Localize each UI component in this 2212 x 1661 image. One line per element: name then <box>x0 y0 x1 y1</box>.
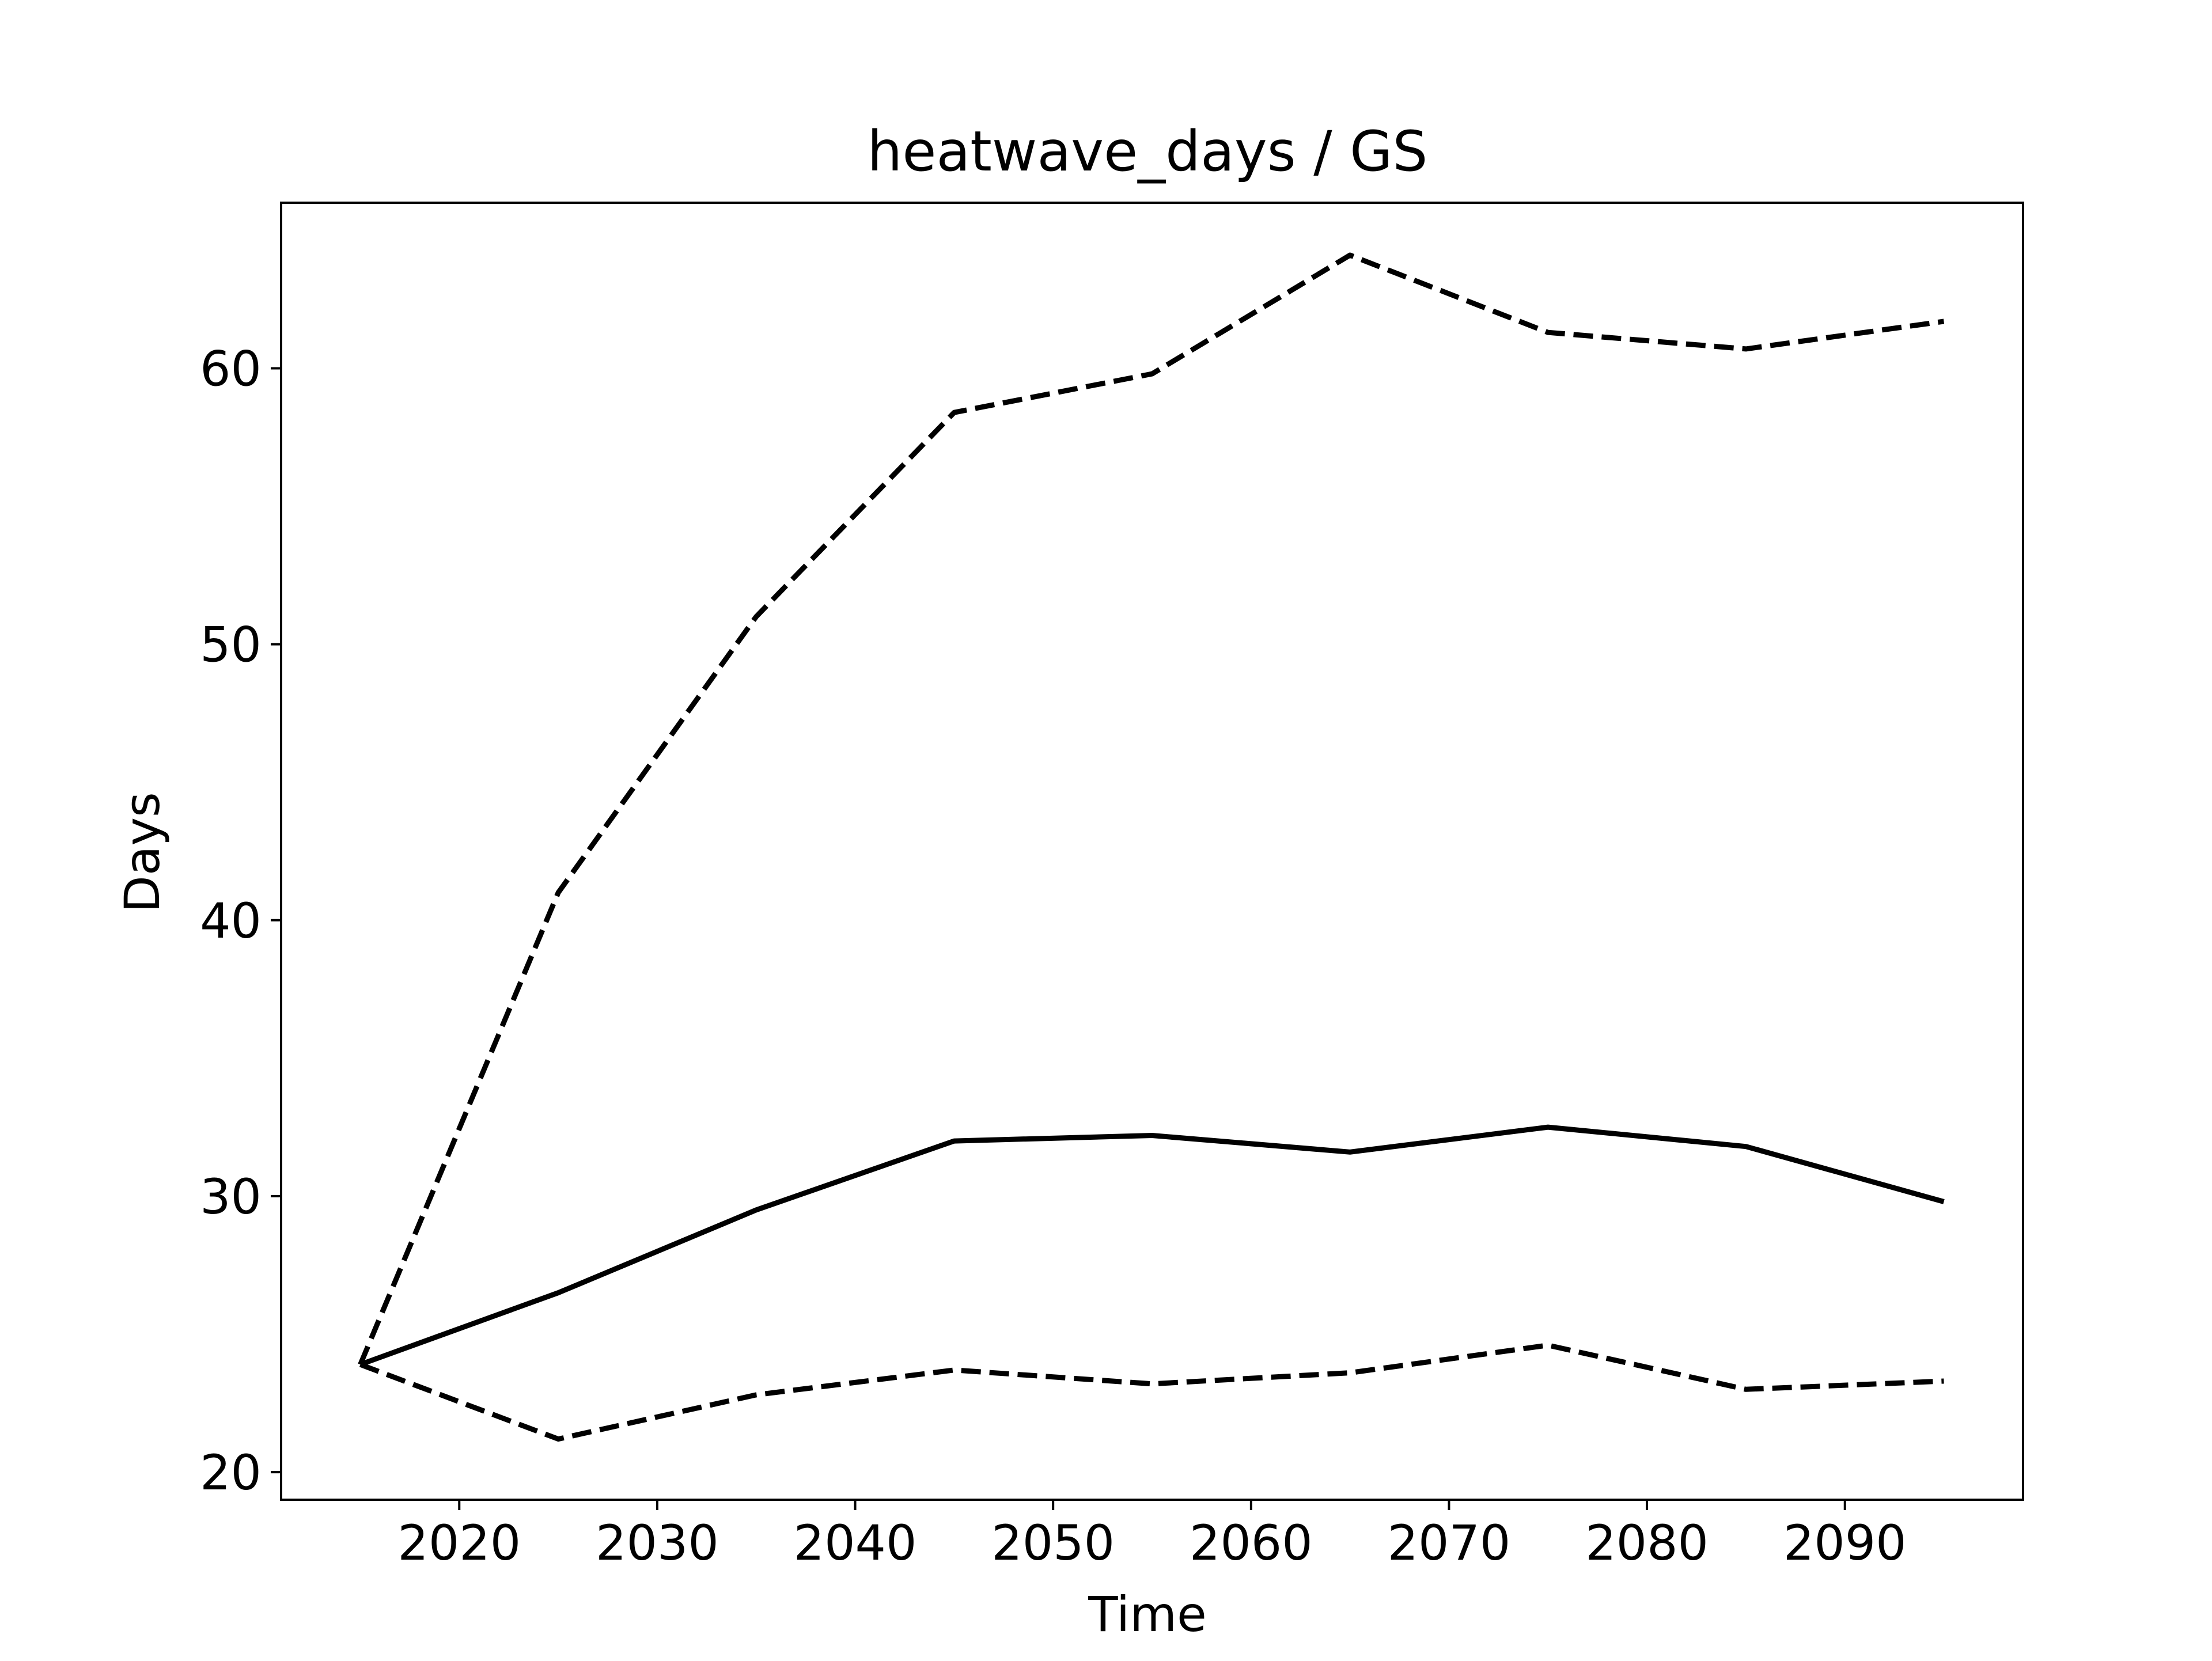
x-tick-label: 2020 <box>397 1515 521 1571</box>
x-tick-label: 2080 <box>1585 1515 1709 1571</box>
plot-frame <box>280 202 2024 1501</box>
y-tick-label: 20 <box>200 1444 262 1501</box>
y-tick-label: 40 <box>200 893 262 949</box>
chart-title: heatwave_days / GS <box>868 119 1428 184</box>
y-tick-label: 60 <box>200 340 262 397</box>
y-axis-label: Days <box>114 792 171 913</box>
y-tick-label: 50 <box>200 617 262 673</box>
x-tick-label: 2030 <box>596 1515 719 1571</box>
x-tick-label: 2060 <box>1190 1515 1313 1571</box>
series-line-3 <box>359 1343 1944 1442</box>
x-tick-label: 2050 <box>991 1515 1115 1571</box>
y-tick-label: 30 <box>200 1169 262 1225</box>
plot-area: 2020 2030 2040 2050 2060 2070 2080 209020304050… <box>200 202 2024 1571</box>
series-line-1 <box>359 1124 1945 1367</box>
x-tick-label: 2070 <box>1388 1515 1511 1571</box>
x-tick-label: 2040 <box>794 1515 917 1571</box>
x-tick-label: 2090 <box>1783 1515 1907 1571</box>
series-line-2 <box>358 252 1945 1366</box>
x-axis-label: Time <box>1088 1586 1207 1643</box>
